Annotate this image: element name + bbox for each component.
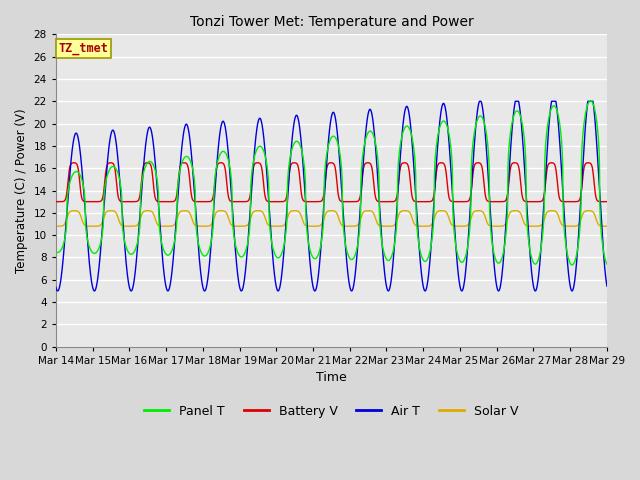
Text: TZ_tmet: TZ_tmet bbox=[59, 42, 108, 55]
Y-axis label: Temperature (C) / Power (V): Temperature (C) / Power (V) bbox=[15, 108, 28, 273]
X-axis label: Time: Time bbox=[316, 372, 347, 384]
Legend: Panel T, Battery V, Air T, Solar V: Panel T, Battery V, Air T, Solar V bbox=[140, 400, 524, 423]
Title: Tonzi Tower Met: Temperature and Power: Tonzi Tower Met: Temperature and Power bbox=[189, 15, 473, 29]
